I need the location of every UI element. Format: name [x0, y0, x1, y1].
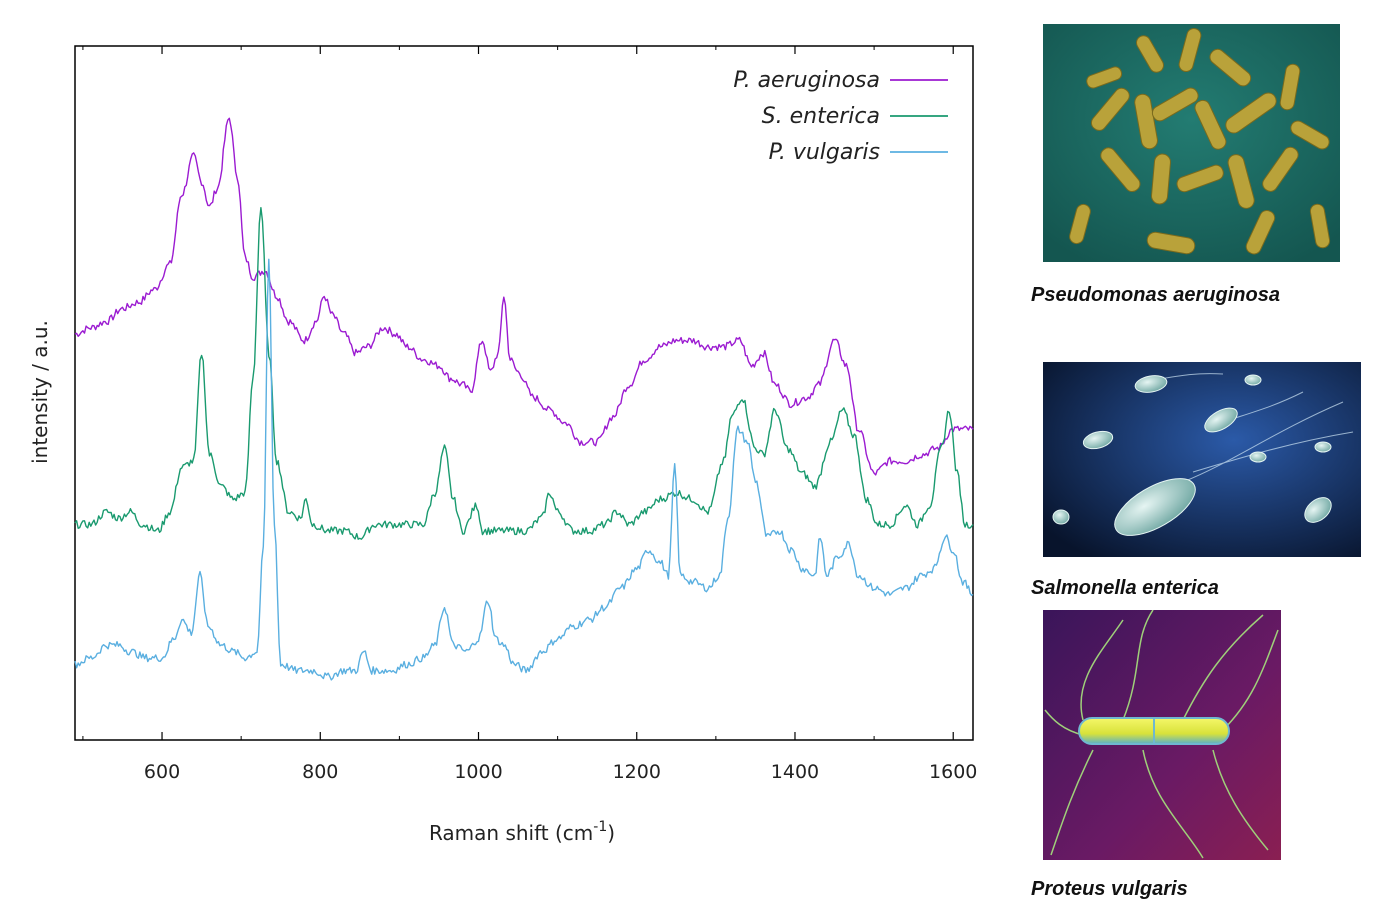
x-tick-label: 1200 — [613, 761, 661, 783]
x-tick-label: 1000 — [454, 761, 502, 783]
series-line-s--enterica — [74, 207, 974, 540]
caption-pseudomonas: Pseudomonas aeruginosa — [1031, 284, 1280, 306]
legend-label: P. aeruginosa — [733, 68, 880, 93]
caption-salmonella: Salmonella enterica — [1031, 577, 1219, 599]
x-axis-label: Raman shift (cm-1) — [429, 819, 615, 845]
x-tick-label: 1600 — [929, 761, 977, 783]
y-axis-label: intensity / a.u. — [28, 320, 52, 464]
caption-proteus: Proteus vulgaris — [1031, 878, 1188, 900]
legend-label: P. vulgaris — [769, 140, 880, 165]
flagellated-bacteria-illustration — [1043, 362, 1361, 557]
series-line-p--vulgaris — [74, 258, 974, 681]
legend-label: S. enterica — [762, 104, 880, 129]
x-tick-label: 1400 — [771, 761, 819, 783]
x-tick-label: 600 — [144, 761, 180, 783]
salmonella-image — [1043, 362, 1361, 557]
plot-frame — [74, 45, 974, 741]
proteus-rod-illustration — [1043, 610, 1281, 860]
raman-spectra-chart: 600 800 1000 1200 1400 1600 P. aeruginosa S. e… — [28, 45, 977, 845]
pseudomonas-image — [1043, 24, 1340, 262]
proteus-image — [1043, 610, 1281, 860]
series-line-p--aeruginosa — [74, 117, 974, 476]
x-tick-label: 800 — [302, 761, 338, 783]
rod-bacteria-illustration — [1043, 24, 1340, 262]
